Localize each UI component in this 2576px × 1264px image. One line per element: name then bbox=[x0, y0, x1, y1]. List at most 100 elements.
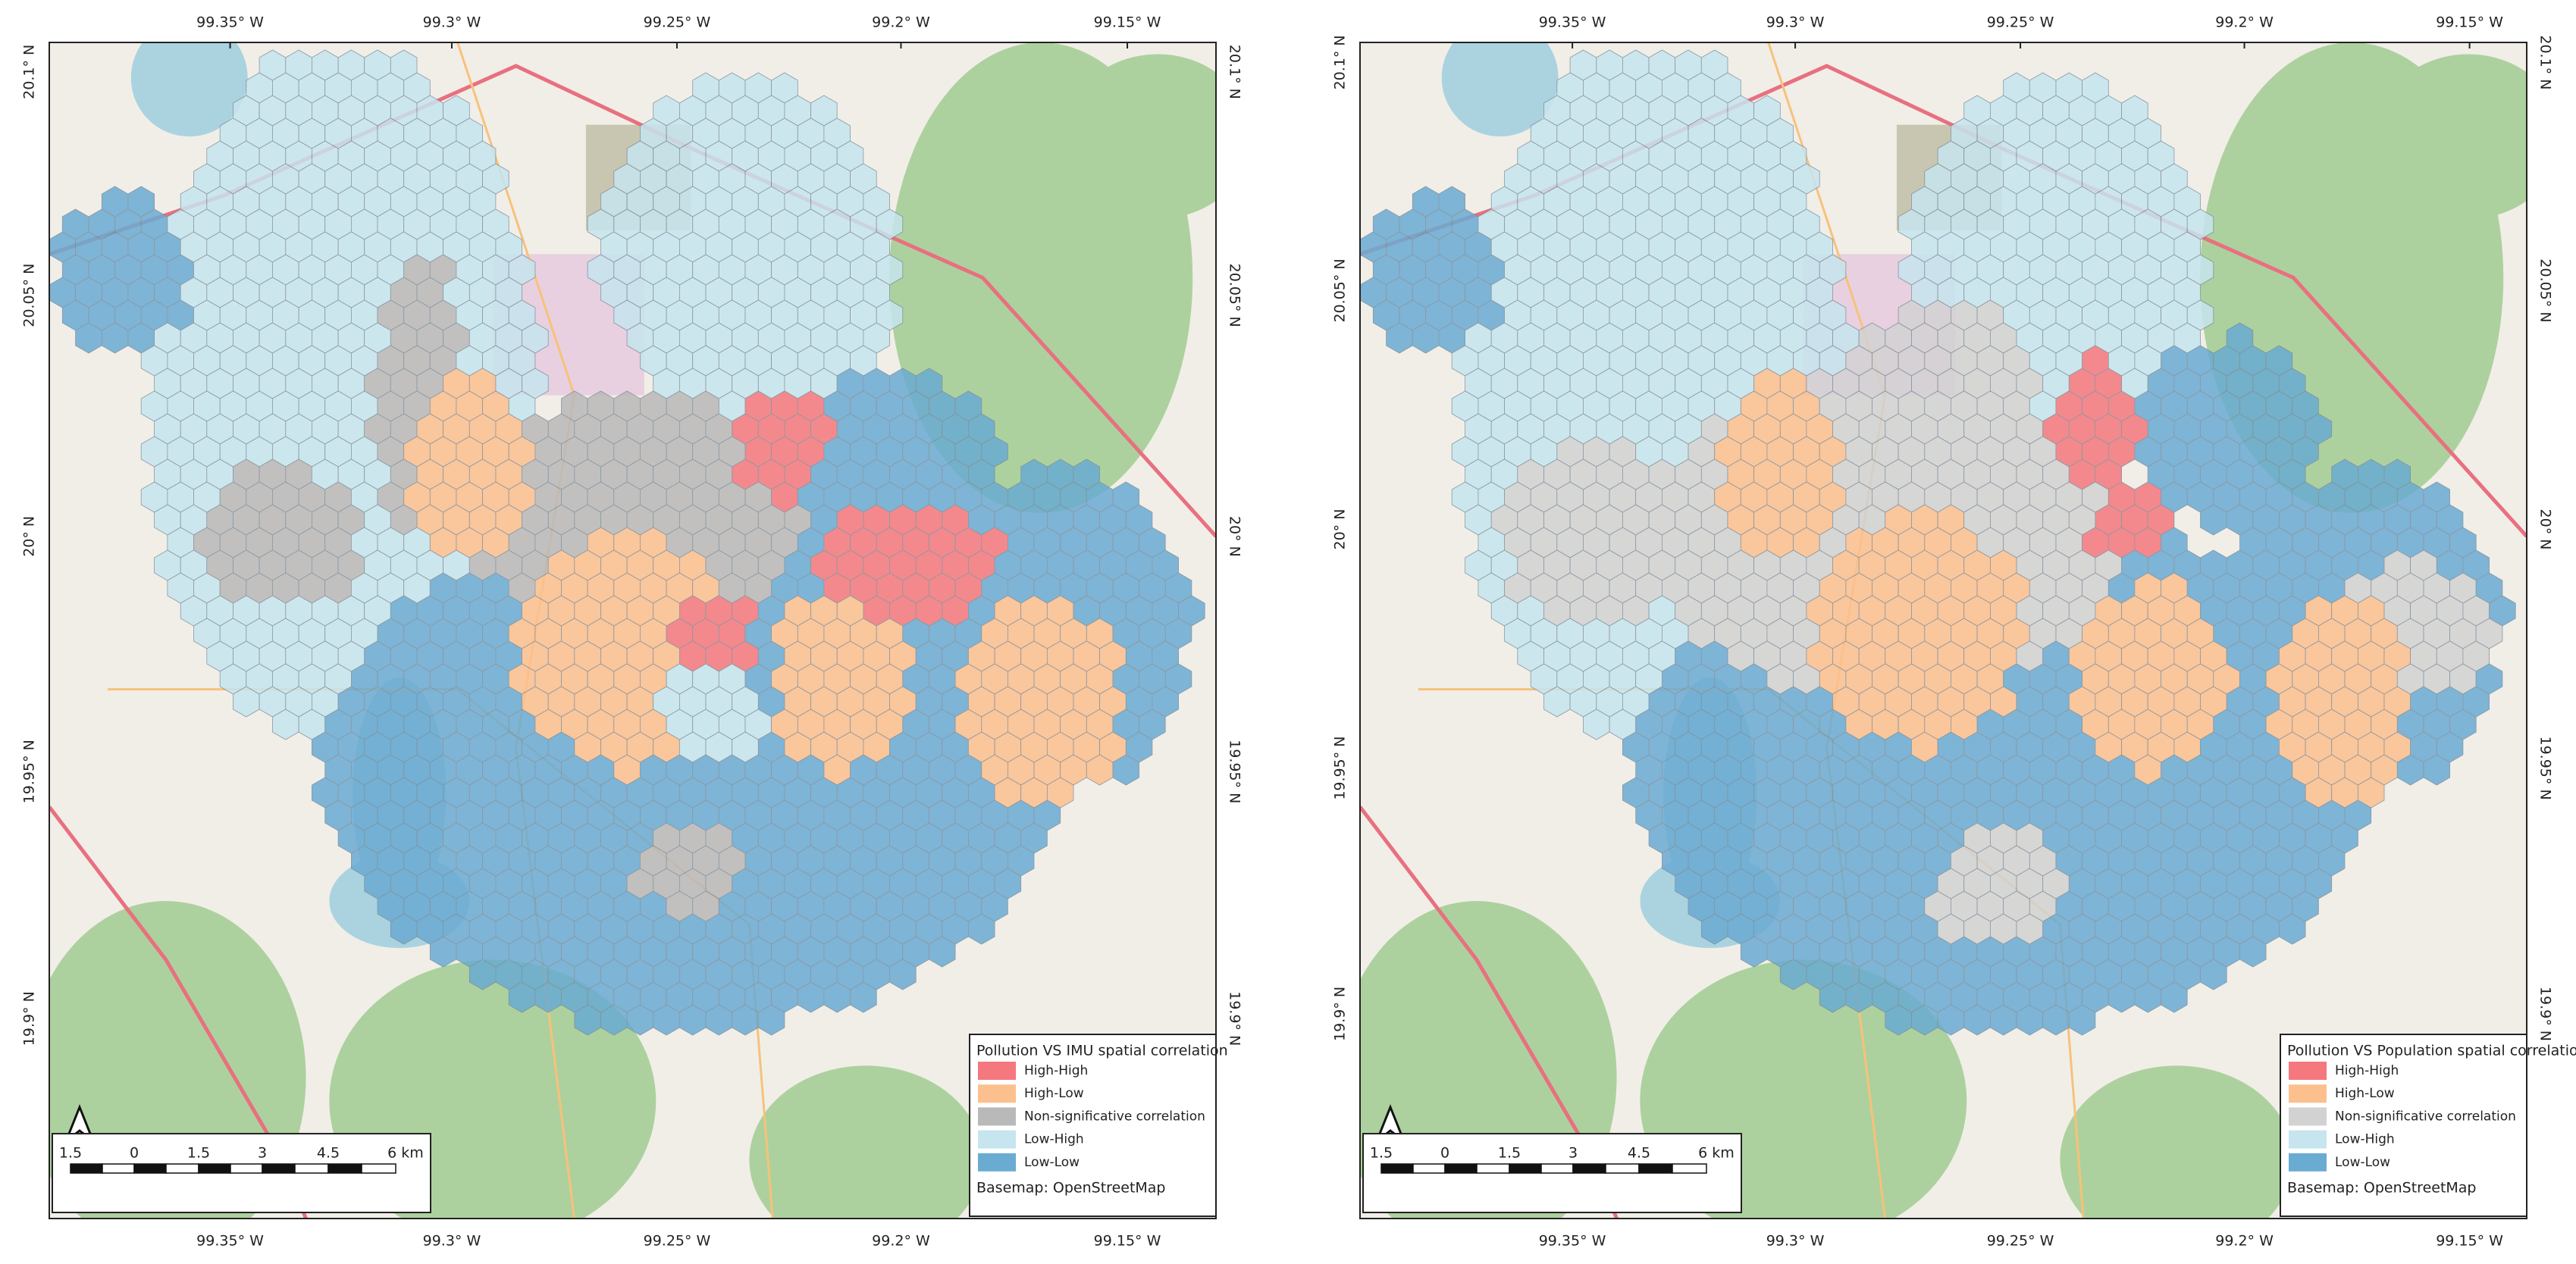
scale-segment bbox=[133, 1163, 167, 1174]
north-arrow bbox=[63, 1103, 96, 1145]
lon-label: 99.3° W bbox=[1766, 14, 1825, 31]
lat-label: 20.05° N bbox=[2537, 258, 2554, 322]
scale-segment bbox=[1412, 1163, 1446, 1174]
hex-cell bbox=[929, 936, 956, 968]
legend: Pollution VS IMU spatial correlation High… bbox=[969, 1034, 1228, 1217]
scale-segment bbox=[1509, 1163, 1542, 1174]
forest bbox=[1064, 54, 1216, 219]
scale-segment bbox=[198, 1163, 231, 1174]
hex-cell bbox=[757, 1004, 785, 1036]
scale-segment bbox=[1672, 1163, 1707, 1174]
lat-label: 20.05° N bbox=[1227, 264, 1243, 327]
legend: Pollution VS Population spatial correlat… bbox=[2280, 1034, 2576, 1217]
hex-cell bbox=[850, 981, 877, 1013]
scale-segment bbox=[1638, 1163, 1673, 1174]
lon-label: 99.2° W bbox=[2215, 1233, 2274, 1250]
legend-source: Basemap: OpenStreetMap bbox=[2287, 1180, 2477, 1197]
map-panel: 99.35° W 99.35° W 99.3° W 99.3° W 99.25° W 99… bbox=[1332, 14, 2576, 1250]
map-frame bbox=[1359, 42, 2527, 1219]
lat-label: 19.95° N bbox=[1227, 740, 1243, 803]
scale-label: 0 bbox=[1440, 1145, 1449, 1162]
legend-label: Non-significative correlation bbox=[1024, 1109, 1205, 1124]
hex-cell bbox=[968, 913, 995, 945]
hex-layer bbox=[1360, 49, 2516, 1036]
lat-label: 19.95° N bbox=[2537, 737, 2554, 800]
lat-label: 19.9° N bbox=[1332, 987, 1349, 1041]
water bbox=[130, 42, 248, 137]
legend-swatch bbox=[2289, 1130, 2327, 1149]
legend-label: High-High bbox=[2335, 1063, 2399, 1078]
basemap bbox=[1360, 42, 2527, 1219]
forest bbox=[2374, 54, 2527, 219]
hex-cell bbox=[2423, 754, 2451, 786]
lon-label: 99.35° W bbox=[1539, 14, 1606, 31]
scale-segment bbox=[1444, 1163, 1478, 1174]
legend-title: Pollution VS Population spatial correlat… bbox=[2287, 1043, 2576, 1059]
legend-title: Pollution VS IMU spatial correlation bbox=[976, 1043, 1228, 1059]
scale-segment bbox=[327, 1163, 362, 1174]
legend-swatch bbox=[978, 1130, 1016, 1149]
lat-label: 20° N bbox=[21, 516, 38, 557]
scale-label: 4.5 bbox=[1628, 1145, 1650, 1162]
scale-segment bbox=[1476, 1163, 1510, 1174]
lat-label: 20.05° N bbox=[1332, 258, 1349, 322]
map-panel: 99.35° W 99.35° W 99.3° W 99.3° W 99.25° W 99… bbox=[21, 14, 1243, 1250]
lat-label: 20.1° N bbox=[1227, 45, 1243, 99]
lon-label: 99.25° W bbox=[644, 14, 711, 31]
scale-label: 3 bbox=[258, 1145, 267, 1162]
north-arrow bbox=[1374, 1103, 1407, 1145]
lat-label: 19.95° N bbox=[21, 740, 38, 803]
legend-swatch bbox=[2289, 1107, 2327, 1126]
lon-label: 99.35° W bbox=[1539, 1233, 1606, 1250]
lon-label: 99.3° W bbox=[423, 1233, 481, 1250]
forest bbox=[2060, 1065, 2294, 1219]
hex-layer bbox=[49, 49, 1205, 1036]
hex-cell bbox=[2200, 959, 2227, 990]
legend-source: Basemap: OpenStreetMap bbox=[976, 1180, 1166, 1197]
legend-swatch bbox=[2289, 1062, 2327, 1080]
legend-swatch bbox=[978, 1107, 1016, 1126]
legend-label: High-Low bbox=[1024, 1086, 1084, 1101]
water bbox=[1441, 42, 1559, 137]
legend-label: High-Low bbox=[2335, 1086, 2395, 1101]
scale-segment bbox=[165, 1163, 199, 1174]
lat-label: 19.95° N bbox=[1332, 737, 1349, 800]
scale-segment bbox=[230, 1163, 263, 1174]
lat-label: 20° N bbox=[1227, 516, 1243, 557]
lon-label: 99.3° W bbox=[423, 14, 481, 31]
legend-label: Low-Low bbox=[1024, 1155, 1080, 1170]
basemap bbox=[49, 42, 1216, 1219]
lat-label: 20.05° N bbox=[21, 264, 38, 327]
lat-label: 20° N bbox=[2537, 509, 2554, 550]
hex-cell bbox=[2068, 1004, 2096, 1036]
scale-label: 6 km bbox=[387, 1145, 424, 1162]
lon-label: 99.15° W bbox=[2436, 1233, 2503, 1250]
forest bbox=[749, 1065, 983, 1219]
legend-swatch bbox=[978, 1084, 1016, 1103]
lon-label: 99.15° W bbox=[1094, 14, 1161, 31]
hex-cell bbox=[1112, 754, 1139, 786]
hex-cell bbox=[2278, 913, 2306, 945]
legend-label: High-High bbox=[1024, 1063, 1088, 1078]
scale-segment bbox=[70, 1163, 103, 1174]
lon-label: 99.25° W bbox=[644, 1233, 711, 1250]
lat-label: 19.9° N bbox=[1227, 991, 1243, 1046]
scale-segment bbox=[262, 1163, 296, 1174]
lat-label: 20.1° N bbox=[21, 45, 38, 99]
legend-label: Low-High bbox=[1024, 1132, 1084, 1147]
hex-cell bbox=[2239, 936, 2267, 968]
scale-bar: 1.5 0 1.5 3 4.5 6 km bbox=[52, 1133, 431, 1213]
lat-label: 19.9° N bbox=[2537, 987, 2554, 1041]
scale-label: 0 bbox=[130, 1145, 139, 1162]
lon-label: 99.35° W bbox=[196, 1233, 264, 1250]
lon-label: 99.2° W bbox=[872, 14, 930, 31]
legend-label: Non-significative correlation bbox=[2335, 1109, 2516, 1124]
lat-label: 20.1° N bbox=[2537, 35, 2554, 89]
scale-label: 1.5 bbox=[187, 1145, 210, 1162]
scale-segment bbox=[294, 1163, 329, 1174]
lon-label: 99.25° W bbox=[1987, 14, 2054, 31]
lon-label: 99.2° W bbox=[872, 1233, 930, 1250]
lat-label: 20° N bbox=[1332, 509, 1349, 550]
legend-swatch bbox=[978, 1062, 1016, 1080]
